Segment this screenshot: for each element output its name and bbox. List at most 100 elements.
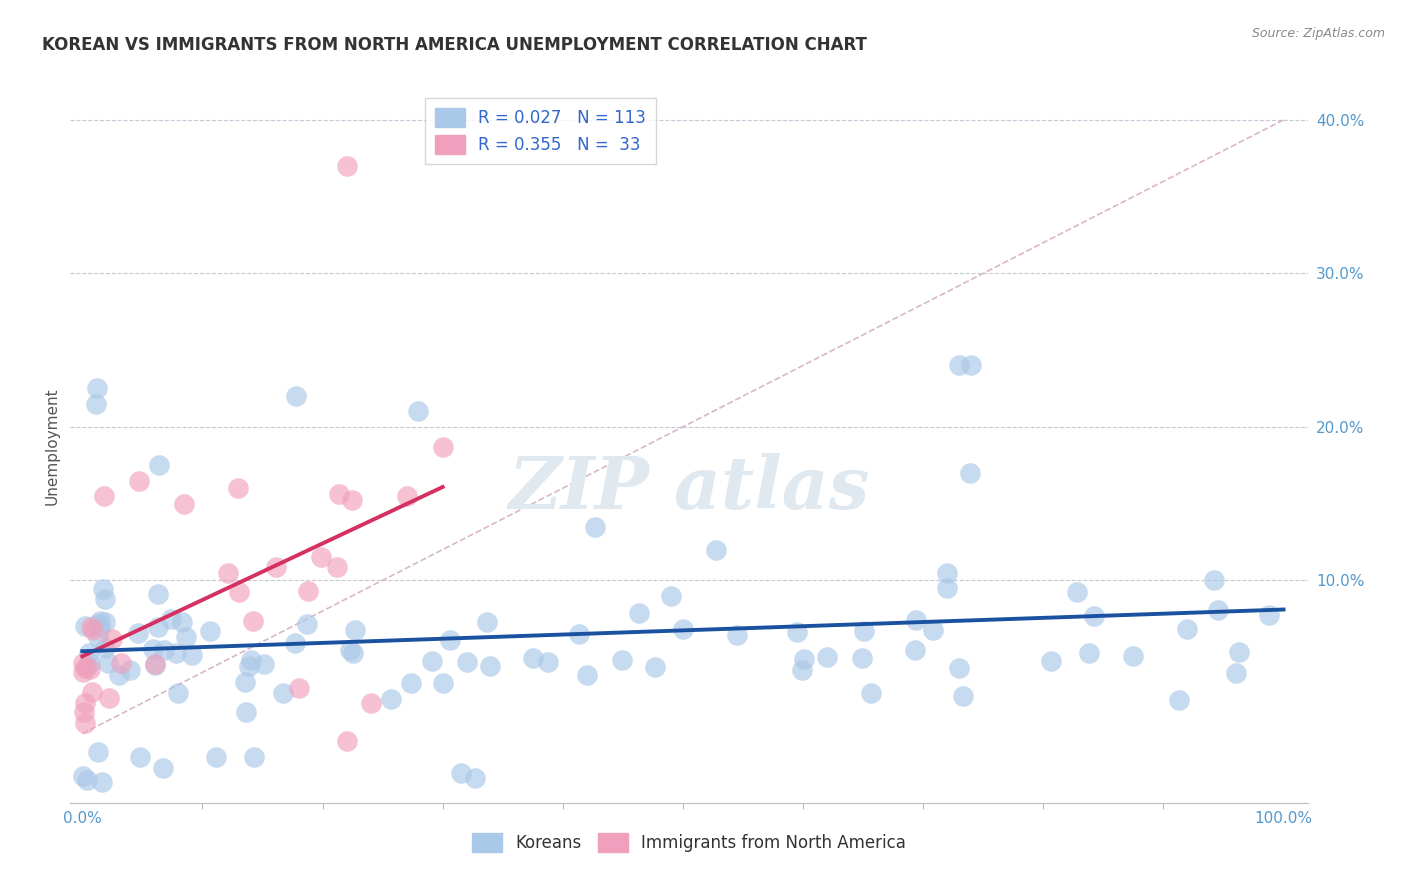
Point: [242, 614, 264, 628]
Point: [672, 622, 695, 636]
Y-axis label: Unemployment: Unemployment: [44, 387, 59, 505]
Point: [143, 657, 166, 672]
Point: [903, 642, 925, 657]
Point: [285, 389, 308, 403]
Point: [432, 440, 454, 454]
Point: [167, 685, 190, 699]
Point: [936, 581, 959, 595]
Point: [110, 656, 132, 670]
Point: [948, 359, 970, 373]
Point: [1167, 693, 1189, 707]
Point: [336, 159, 359, 173]
Point: [853, 624, 876, 638]
Point: [72, 656, 94, 670]
Point: [148, 587, 170, 601]
Point: [575, 667, 598, 681]
Point: [1204, 574, 1226, 588]
Point: [297, 616, 319, 631]
Point: [238, 658, 260, 673]
Point: [118, 663, 141, 677]
Point: [253, 657, 276, 671]
Point: [235, 705, 257, 719]
Point: [233, 674, 256, 689]
Point: [91, 582, 114, 597]
Point: [659, 589, 682, 603]
Point: [93, 489, 115, 503]
Point: [143, 657, 166, 671]
Point: [89, 620, 111, 634]
Point: [204, 750, 226, 764]
Point: [959, 466, 981, 480]
Point: [160, 612, 183, 626]
Point: [1206, 602, 1229, 616]
Point: [342, 646, 364, 660]
Point: [408, 404, 430, 418]
Point: [129, 749, 152, 764]
Point: [537, 655, 560, 669]
Point: [905, 614, 928, 628]
Point: [273, 686, 295, 700]
Point: [72, 665, 94, 679]
Point: [79, 646, 101, 660]
Point: [860, 685, 883, 699]
Point: [817, 649, 839, 664]
Point: [1066, 585, 1088, 599]
Point: [456, 656, 478, 670]
Point: [87, 745, 110, 759]
Point: [522, 650, 544, 665]
Point: [1177, 622, 1199, 636]
Point: [1227, 645, 1250, 659]
Point: [173, 497, 195, 511]
Legend: Koreans, Immigrants from North America: Koreans, Immigrants from North America: [465, 826, 912, 859]
Point: [297, 583, 319, 598]
Point: [704, 542, 727, 557]
Point: [644, 660, 666, 674]
Point: [75, 661, 97, 675]
Point: [107, 668, 129, 682]
Point: [340, 492, 363, 507]
Point: [422, 654, 444, 668]
Point: [98, 691, 121, 706]
Point: [336, 734, 359, 748]
Point: [1083, 608, 1105, 623]
Point: [922, 623, 945, 637]
Text: Source: ZipAtlas.com: Source: ZipAtlas.com: [1251, 27, 1385, 40]
Point: [450, 766, 472, 780]
Point: [93, 615, 115, 629]
Point: [170, 615, 193, 630]
Point: [228, 585, 250, 599]
Point: [76, 659, 98, 673]
Point: [399, 676, 422, 690]
Point: [326, 560, 349, 574]
Point: [786, 624, 808, 639]
Point: [94, 591, 117, 606]
Point: [432, 676, 454, 690]
Point: [360, 696, 382, 710]
Point: [1225, 666, 1247, 681]
Point: [198, 624, 221, 638]
Point: [127, 626, 149, 640]
Point: [181, 648, 204, 662]
Point: [217, 566, 239, 580]
Point: [89, 615, 111, 629]
Point: [153, 643, 176, 657]
Point: [228, 481, 250, 495]
Point: [97, 656, 120, 670]
Point: [79, 657, 101, 671]
Point: [395, 489, 418, 503]
Point: [148, 458, 170, 473]
Point: [82, 623, 104, 637]
Point: [79, 662, 101, 676]
Point: [343, 623, 366, 637]
Point: [72, 769, 94, 783]
Point: [87, 631, 110, 645]
Point: [128, 474, 150, 488]
Point: [264, 560, 287, 574]
Point: [174, 630, 197, 644]
Point: [628, 606, 651, 620]
Point: [165, 646, 187, 660]
Point: [952, 689, 974, 703]
Point: [328, 487, 350, 501]
Point: [100, 632, 122, 646]
Point: [1122, 649, 1144, 664]
